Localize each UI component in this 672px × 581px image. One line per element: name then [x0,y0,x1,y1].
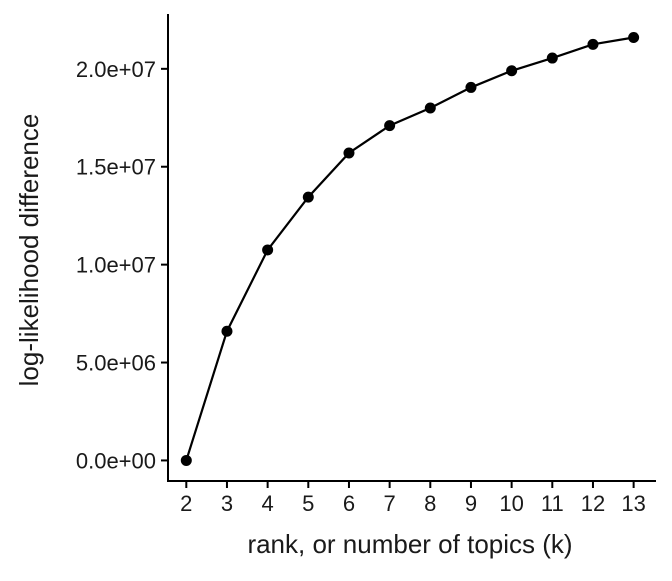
x-axis-title: rank, or number of topics (k) [247,529,572,559]
x-tick-label: 4 [262,491,274,516]
y-tick-label: 1.0e+07 [76,253,156,278]
data-point [506,65,518,77]
y-tick-label: 5.0e+06 [76,351,156,376]
data-point [180,454,192,466]
series-line [185,36,634,461]
data-point [587,38,599,50]
data-point [384,120,396,132]
x-tick-label: 3 [221,491,233,516]
data-point [343,147,355,159]
data-point [221,325,233,337]
x-tick-label: 12 [581,491,605,516]
data-point [424,102,436,114]
plot-area: 0.0e+00 5.0e+06 1.0e+07 1.5e+07 2.0e+07 2 3 4 5 6… [76,14,656,516]
y-tick-label: 1.5e+07 [76,155,156,180]
data-point [628,31,640,43]
x-tick-label: 6 [343,491,355,516]
x-tick-label: 8 [424,491,436,516]
data-point [262,244,274,256]
y-tick-label: 0.0e+00 [76,448,156,473]
x-tick-label: 5 [302,491,314,516]
x-tick-label: 2 [180,491,192,516]
data-point [465,81,477,93]
x-tick-label: 9 [465,491,477,516]
x-tick-label: 13 [621,491,645,516]
y-tick-label: 2.0e+07 [76,57,156,82]
data-point [302,191,314,203]
x-tick-label: 10 [499,491,523,516]
x-tick-label: 11 [541,491,564,516]
data-point [546,52,558,64]
y-axis-title: log-likelihood difference [14,114,44,387]
x-tick-label: 7 [384,491,396,516]
